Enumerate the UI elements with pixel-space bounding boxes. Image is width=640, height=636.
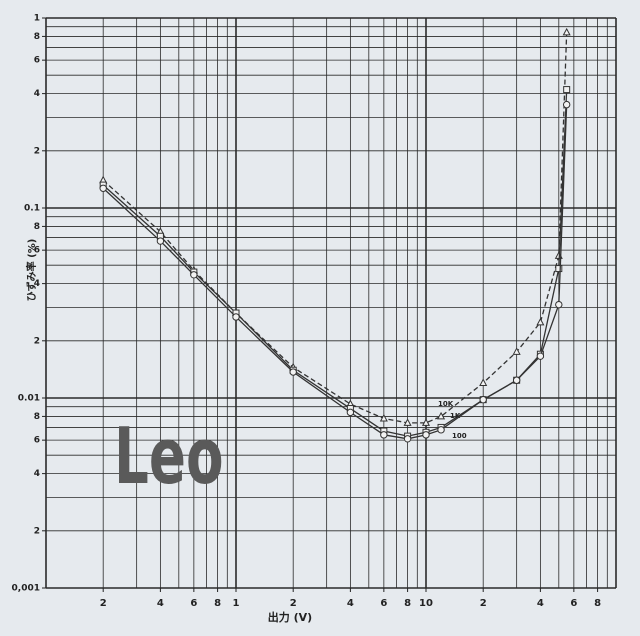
marker [555, 265, 563, 273]
y-tick-label: 0.1 [24, 204, 40, 214]
series-label: 10K [438, 400, 454, 408]
x-tick-label: 8 [404, 598, 411, 609]
marker [555, 300, 563, 309]
marker [403, 435, 412, 443]
series-label: 1K [450, 412, 461, 420]
y-tick-label: 2 [34, 336, 40, 346]
marker [437, 426, 445, 434]
y-tick-label: 0.01 [18, 394, 40, 404]
y-tick-label: 4 [34, 89, 40, 99]
x-tick-label: 6 [570, 598, 577, 609]
y-tick-label: 4 [34, 279, 40, 289]
marker [562, 27, 571, 36]
y-tick-label: 0,001 [12, 584, 40, 594]
y-tick-label: 4 [34, 469, 40, 479]
watermark: Leo [114, 412, 224, 502]
y-tick-label: 2 [34, 146, 40, 156]
series-label: 100 [452, 432, 467, 440]
marker [379, 413, 388, 422]
x-tick-label: 4 [157, 598, 164, 609]
marker [479, 378, 488, 386]
x-tick-label: 8 [214, 598, 221, 609]
x-tick-label: 2 [100, 598, 107, 609]
x-tick-label: 8 [594, 598, 601, 609]
x-tick-label: 2 [290, 598, 297, 609]
y-axis-label: ひずみ率 (%) [25, 239, 38, 302]
marker [512, 347, 521, 355]
y-tick-label: 8 [34, 412, 40, 422]
marker [380, 431, 388, 439]
y-tick-label: 6 [34, 56, 40, 66]
y-tick-label: 6 [34, 436, 40, 446]
x-tick-label: 6 [190, 598, 197, 609]
marker [479, 395, 487, 404]
marker [289, 368, 297, 376]
marker [403, 418, 412, 426]
marker [99, 184, 107, 192]
y-tick-label: 1 [34, 14, 40, 24]
marker [346, 408, 355, 417]
marker [536, 317, 545, 326]
y-tick-label: 6 [34, 246, 40, 256]
x-tick-label: 2 [480, 598, 487, 609]
x-tick-label: 1 [233, 598, 240, 609]
y-tick-label: 8 [34, 222, 40, 232]
marker [421, 418, 431, 426]
x-tick-label: 10 [419, 598, 433, 609]
marker [562, 100, 571, 109]
marker [536, 352, 545, 360]
marker [156, 237, 165, 245]
marker [190, 271, 198, 279]
y-tick-label: 2 [34, 526, 40, 536]
marker [512, 376, 521, 384]
marker [563, 86, 571, 94]
x-tick-label: 6 [380, 598, 387, 609]
marker [437, 411, 446, 420]
x-axis-label: 出力 (V) [268, 610, 312, 624]
y-tick-label: 8 [34, 32, 40, 42]
marker [422, 431, 430, 439]
x-tick-label: 4 [537, 598, 544, 609]
marker [232, 313, 240, 321]
x-tick-label: 4 [347, 598, 354, 609]
